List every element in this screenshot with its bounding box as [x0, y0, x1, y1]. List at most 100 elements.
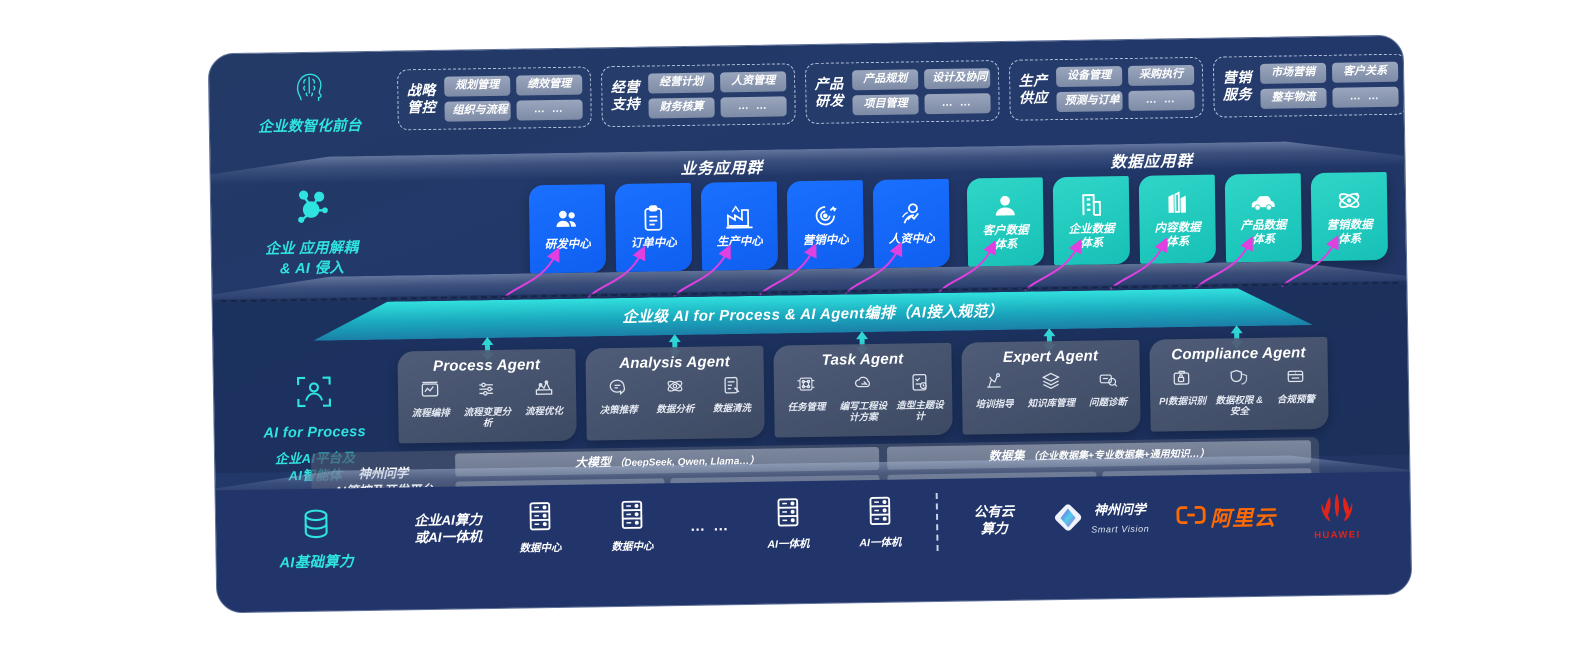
agent-feature-list: 任务管理 编写工程设计方案	[778, 371, 949, 426]
infra-logo-smart-vision[interactable]: 神州问学 Smart Vision	[1040, 499, 1161, 540]
app-card-label: 人资中心	[888, 232, 935, 246]
domain-chip-more[interactable]: … …	[924, 92, 991, 114]
layer-infrastructure: AI基础算力 企业AI算力 或AI一体机	[216, 476, 1412, 613]
user-avatar-icon	[992, 191, 1018, 219]
agent-feature[interactable]: 问题诊断	[1079, 368, 1136, 410]
infra-divider	[935, 493, 939, 552]
molecule-icon	[225, 183, 398, 235]
training-icon	[983, 370, 1005, 397]
domain-group-strategy[interactable]: 战略 管控 规划管理 绩效管理 组织与流程 … …	[396, 66, 592, 130]
id-lock-icon	[1171, 367, 1193, 394]
infra-item-public-cloud[interactable]: 公有云 算力	[948, 504, 1041, 539]
agent-feature[interactable]: 知识库管理	[1022, 369, 1079, 411]
agent-feature-label: 数据分析	[656, 403, 695, 416]
infra-item-row: 企业AI算力 或AI一体机 数据中心	[402, 486, 1383, 559]
app-card-rd-center[interactable]: 研发中心	[528, 184, 607, 274]
agent-feature[interactable]: 流程优化	[515, 377, 572, 419]
domain-chip[interactable]: 经营计划	[648, 72, 715, 94]
infra-item-label: 公有云 算力	[973, 503, 1015, 537]
agent-feature[interactable]: 数据权限 & 安全	[1210, 366, 1267, 419]
domain-chip[interactable]: 市场营销	[1259, 62, 1327, 84]
domain-chip[interactable]: 设备管理	[1055, 66, 1123, 87]
app-card-production-center[interactable]: 生产中心	[700, 181, 779, 271]
domain-chip-more[interactable]: … …	[1128, 89, 1195, 111]
domain-chip[interactable]: 组织与流程	[444, 100, 511, 122]
agent-feature[interactable]: 造型主题设计	[891, 371, 948, 424]
agent-card-expert[interactable]: Expert Agent 培训指导	[961, 339, 1141, 435]
app-card-order-center[interactable]: 订单中心	[614, 182, 693, 273]
infra-logo-aliyun[interactable]: 阿里云	[1160, 501, 1292, 533]
domain-chip[interactable]: 预测与订单	[1056, 90, 1123, 112]
rail-ai-for-process: AI for Process 企业AI平台及 AI智能体	[228, 369, 402, 485]
domain-chip-more[interactable]: … …	[1332, 86, 1399, 108]
layer-front-office: 企业数智化前台 战略 管控 规划管理 绩效管理 组织与流程 … … 经营 支持	[209, 36, 1408, 159]
agent-card-analysis[interactable]: Analysis Agent 决策推荐	[585, 345, 765, 441]
agent-feature[interactable]: 决策推荐	[590, 376, 647, 418]
agent-feature[interactable]: 流程编排	[402, 379, 459, 421]
agent-card-compliance[interactable]: Compliance Agent PI数据识别	[1149, 336, 1329, 432]
agent-feature[interactable]: 合规预警	[1267, 365, 1324, 407]
decision-icon	[607, 376, 629, 403]
domain-chip[interactable]: 客户关系	[1331, 61, 1399, 83]
platform-llm-bar[interactable]: 大模型 （DeepSeek, Qwen, Llama…）	[454, 446, 880, 477]
agent-feature[interactable]: PI数据识别	[1154, 367, 1211, 409]
agent-feature[interactable]: 编写工程设计方案	[834, 372, 891, 425]
app-card-enterprise-data[interactable]: 企业数据 体系	[1052, 175, 1131, 266]
agent-card-task[interactable]: Task Agent 任务管理	[773, 342, 953, 438]
agent-feature[interactable]: 流程变更分析	[458, 378, 515, 431]
domain-chip[interactable]: 采购执行	[1127, 64, 1195, 86]
users-icon	[553, 205, 581, 233]
domain-chip-more[interactable]: … …	[516, 99, 583, 121]
agent-feature-label: 问题诊断	[1088, 397, 1128, 409]
domain-chip[interactable]: 项目管理	[852, 94, 919, 115]
server-icon	[526, 500, 555, 537]
agent-feature[interactable]: 数据清洗	[703, 374, 760, 416]
app-card-marketing-data[interactable]: 营销数据 体系	[1310, 171, 1389, 262]
domain-group-product-rd[interactable]: 产品 研发 产品规划 设计及协同 项目管理 … …	[804, 60, 1000, 124]
app-card-label: 内容数据 体系	[1154, 221, 1201, 248]
infra-item-ai-appliance-1[interactable]: AI一体机	[742, 496, 835, 553]
domain-chip[interactable]: 财务核算	[648, 97, 715, 119]
infra-item-enterprise-compute[interactable]: 企业AI算力 或AI一体机	[402, 512, 495, 547]
domain-group-production-supply[interactable]: 生产 供应 设备管理 采购执行 预测与订单 … …	[1008, 56, 1204, 121]
huawei-flower-icon	[1316, 491, 1359, 529]
domain-chip[interactable]: 规划管理	[444, 75, 511, 97]
app-card-customer-data[interactable]: 客户数据 体系	[966, 177, 1045, 267]
infra-item-datacenter-1[interactable]: 数据中心	[494, 500, 587, 557]
infra-logo-huawei[interactable]: HUAWEI	[1292, 491, 1383, 541]
domain-group-operations[interactable]: 经营 支持 经营计划 人资管理 财务核算 … …	[600, 63, 796, 127]
domain-chip[interactable]: 人资管理	[720, 71, 787, 93]
app-card-label: 企业数据 体系	[1068, 222, 1115, 250]
domain-chip-grid: 设备管理 采购执行 预测与订单 … …	[1055, 64, 1195, 112]
domain-chip[interactable]: 产品规划	[852, 69, 919, 91]
app-card-marketing-center[interactable]: 营销中心	[786, 180, 865, 270]
domain-group-row: 战略 管控 规划管理 绩效管理 组织与流程 … … 经营 支持 经营计划 人资管…	[396, 53, 1408, 130]
agent-feature[interactable]: 培训指导	[966, 370, 1023, 412]
server-icon	[866, 495, 895, 532]
domain-group-marketing-service[interactable]: 营销 服务 市场营销 客户关系 整车物流 … …	[1212, 53, 1408, 118]
app-card-content-data[interactable]: 内容数据 体系	[1138, 174, 1217, 264]
agent-name: Task Agent	[821, 350, 904, 369]
agent-feature-label: 数据清洗	[712, 402, 752, 415]
target-icon	[811, 201, 839, 229]
agent-feature[interactable]: 数据分析	[646, 375, 703, 417]
domain-chip[interactable]: 绩效管理	[516, 74, 583, 96]
domain-chip[interactable]: 设计及协同	[924, 68, 991, 89]
domain-chip-more[interactable]: … …	[720, 96, 787, 117]
agent-name: Expert Agent	[1002, 347, 1099, 366]
domain-chip[interactable]: 整车物流	[1260, 87, 1327, 109]
agent-name: Compliance Agent	[1171, 344, 1306, 364]
platform-dataset-bar[interactable]: 数据集 （企业数据集+专业数据集+通用知识…）	[886, 439, 1312, 470]
infra-item-datacenter-2[interactable]: 数据中心	[586, 499, 679, 556]
infra-item-label: AI一体机	[767, 538, 810, 552]
agent-feature-label: 数据权限 & 安全	[1215, 394, 1264, 418]
agent-feature[interactable]: 任务管理	[778, 373, 835, 415]
business-app-group-title: 业务应用群	[680, 159, 764, 179]
infra-item-ai-appliance-2[interactable]: AI一体机	[834, 495, 927, 552]
agent-card-process[interactable]: Process Agent 流程编排	[397, 348, 577, 444]
app-card-label: 产品数据 体系	[1240, 219, 1287, 246]
app-card-product-data[interactable]: 产品数据 体系	[1224, 173, 1303, 263]
agent-name: Analysis Agent	[619, 353, 731, 372]
app-card-hr-center[interactable]: 人资中心	[872, 178, 951, 268]
alert-box-icon	[1284, 365, 1306, 392]
